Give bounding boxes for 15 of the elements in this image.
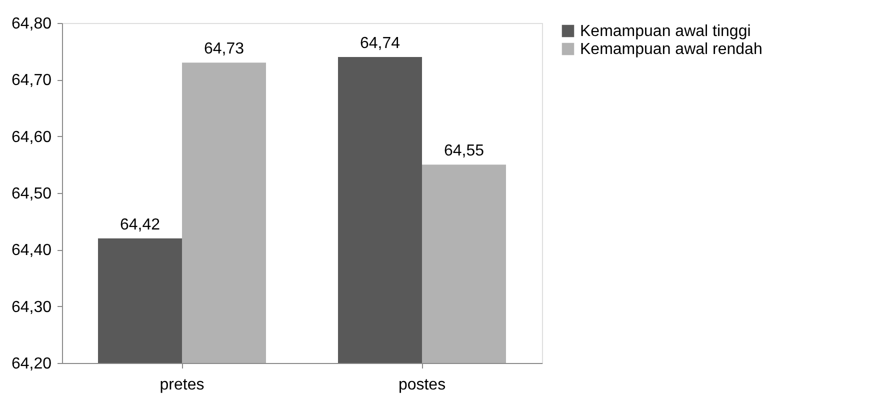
legend-label: Kemampuan awal tinggi (580, 23, 751, 40)
legend-label: Kemampuan awal rendah (580, 41, 762, 58)
x-tick-label: postes (398, 376, 446, 394)
y-tick-label: 64,50 (11, 186, 52, 202)
x-tick-label: pretes (160, 376, 204, 394)
data-label: 64,55 (444, 142, 484, 160)
y-tick-label: 64,70 (11, 72, 52, 90)
data-label: 64,73 (204, 40, 244, 58)
data-label: 64,74 (360, 35, 400, 52)
y-tick-label: 64,60 (11, 128, 52, 146)
y-tick-label: 64,80 (11, 16, 52, 32)
y-tick-label: 64,40 (11, 242, 52, 260)
data-label: 64,42 (120, 216, 160, 234)
y-tick-label: 64,20 (11, 356, 52, 372)
y-tick-label: 64,30 (11, 298, 52, 316)
